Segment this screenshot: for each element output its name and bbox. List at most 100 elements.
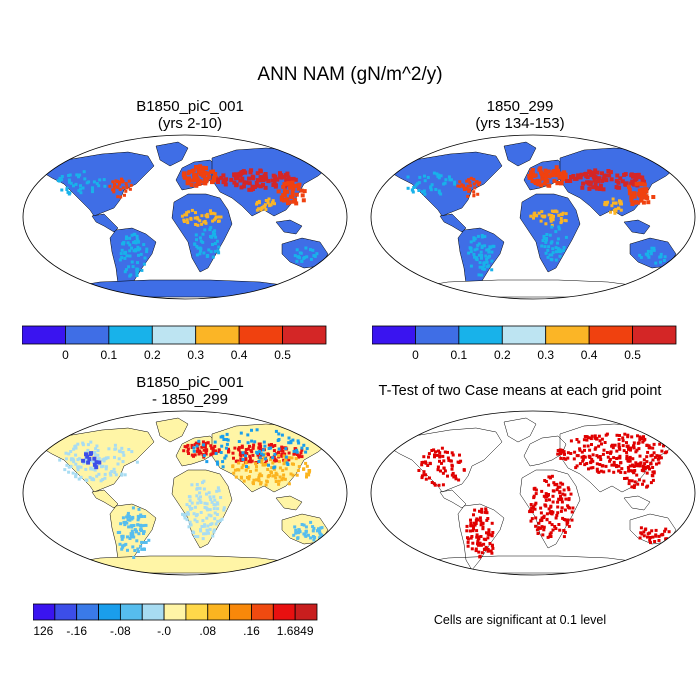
- high-value-cell: [645, 196, 650, 200]
- mid-value-cell: [540, 214, 544, 218]
- significant-cell: [420, 474, 424, 478]
- low-value-cell: [423, 192, 427, 196]
- high-value-cell: [601, 187, 606, 192]
- high-value-cell: [629, 181, 634, 186]
- low-value-cell: [315, 252, 319, 256]
- low-value-cell: [130, 260, 134, 264]
- diff-cell: [296, 439, 300, 443]
- high-value-cell: [600, 178, 605, 183]
- significant-cell: [657, 534, 661, 538]
- significant-cell: [605, 432, 609, 436]
- significant-cell: [559, 481, 563, 485]
- low-value-cell: [83, 177, 87, 181]
- mid-value-cell: [219, 215, 223, 219]
- significant-cell: [443, 469, 447, 473]
- map-outline: [370, 410, 696, 576]
- significant-cell: [642, 458, 646, 462]
- diff-cell: [110, 470, 114, 473]
- diff-cell: [94, 447, 98, 451]
- significant-cell: [543, 479, 547, 482]
- high-value-cell: [563, 172, 568, 177]
- significant-cell: [422, 470, 426, 474]
- low-value-cell: [472, 238, 476, 242]
- high-value-cell: [108, 184, 112, 188]
- significant-cell: [424, 473, 428, 477]
- significant-cell: [446, 450, 449, 454]
- diff-cell: [67, 465, 71, 469]
- diff-cell: [244, 448, 248, 451]
- high-value-cell: [477, 183, 481, 187]
- significant-cell: [658, 442, 662, 446]
- significant-cell: [641, 466, 645, 470]
- diff-cell: [242, 479, 246, 483]
- diff-cell: [300, 448, 304, 452]
- colorbar-swatch: [65, 325, 110, 345]
- high-value-cell: [250, 184, 255, 189]
- significant-cell: [617, 469, 621, 473]
- high-value-cell: [643, 187, 648, 192]
- significant-cell: [427, 452, 431, 456]
- diff-cell: [302, 443, 306, 447]
- high-value-cell: [530, 179, 535, 183]
- low-value-cell: [659, 260, 662, 264]
- low-value-cell: [467, 251, 471, 255]
- significant-cell: [636, 482, 640, 486]
- diff-cell: [290, 462, 294, 466]
- significant-cell: [583, 455, 587, 459]
- mid-value-cell: [564, 212, 568, 216]
- high-value-cell: [562, 170, 567, 175]
- high-value-cell: [588, 182, 593, 187]
- diff-cell: [91, 460, 95, 464]
- diff-cell: [260, 452, 264, 456]
- high-value-cell: [263, 175, 268, 180]
- low-value-cell: [429, 188, 433, 192]
- diff-cell: [217, 489, 221, 493]
- high-value-cell: [117, 182, 121, 186]
- significant-cell: [648, 536, 652, 539]
- diff-cell: [187, 452, 190, 455]
- high-value-cell: [588, 173, 593, 178]
- significant-cell: [649, 481, 653, 485]
- map-content: [41, 141, 331, 298]
- diff-cell: [137, 532, 141, 536]
- diff-cell: [287, 441, 291, 445]
- diff-cell: [185, 503, 189, 507]
- significant-cell: [490, 534, 494, 538]
- diff-cell: [193, 518, 197, 522]
- diff-cell: [305, 447, 309, 451]
- diff-cell: [211, 534, 215, 538]
- significant-cell: [611, 446, 615, 450]
- diff-cell: [198, 491, 202, 495]
- diff-cell: [187, 495, 191, 499]
- diff-cell: [219, 519, 222, 523]
- high-value-cell: [472, 182, 476, 186]
- diff-cell: [81, 443, 85, 447]
- significant-cell: [564, 457, 568, 461]
- colorbar-swatch: [119, 603, 143, 621]
- significance-note: Cells are significant at 0.1 level: [433, 613, 607, 627]
- low-value-cell: [196, 246, 200, 250]
- low-value-cell: [480, 235, 484, 239]
- significant-cell: [645, 455, 649, 459]
- significant-cell: [434, 450, 437, 454]
- low-value-cell: [135, 234, 139, 238]
- low-value-cell: [422, 189, 426, 193]
- high-value-cell: [594, 185, 599, 190]
- high-value-cell: [472, 190, 476, 194]
- diff-cell: [317, 527, 320, 531]
- low-value-cell: [558, 254, 562, 258]
- significant-cell: [559, 494, 562, 498]
- high-value-cell: [637, 181, 642, 186]
- significant-cell: [619, 461, 622, 465]
- low-value-cell: [215, 239, 219, 243]
- high-value-cell: [565, 179, 569, 183]
- diff-cell: [186, 511, 190, 515]
- high-value-cell: [301, 198, 306, 203]
- high-value-cell: [583, 172, 587, 177]
- low-value-cell: [486, 265, 489, 269]
- diff-cell: [81, 441, 85, 445]
- significant-cell: [472, 527, 475, 531]
- high-value-cell: [468, 180, 472, 184]
- diff-cell: [190, 453, 194, 457]
- low-value-cell: [128, 236, 132, 240]
